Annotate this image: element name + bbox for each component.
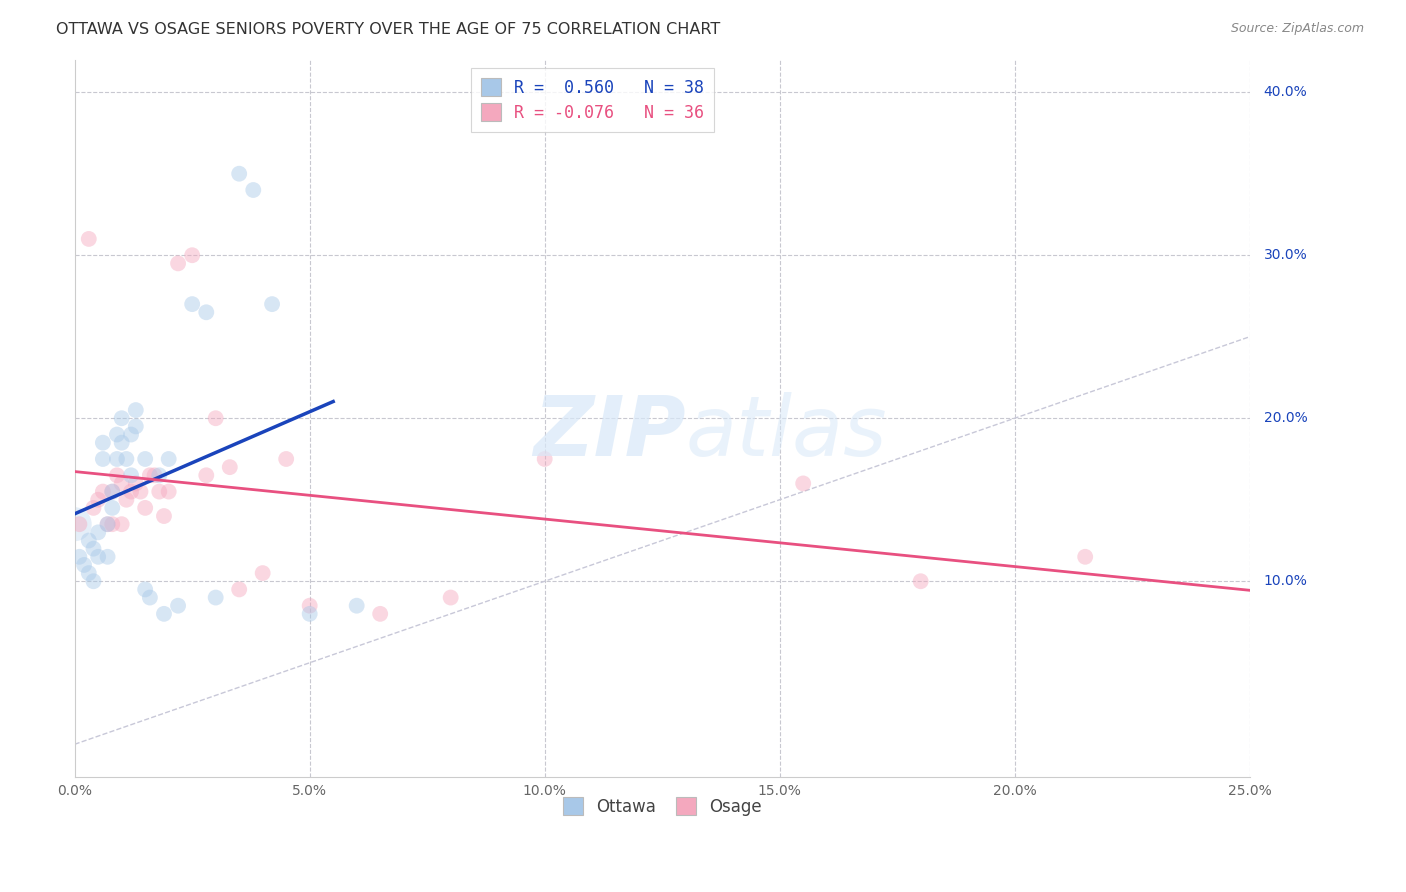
Point — [276, 452, 298, 467]
Point — [101, 500, 124, 515]
Point — [139, 468, 162, 483]
Point — [157, 452, 180, 467]
Point — [195, 305, 218, 319]
Point — [134, 500, 156, 515]
Text: Source: ZipAtlas.com: Source: ZipAtlas.com — [1230, 22, 1364, 36]
Point — [97, 549, 120, 564]
Point — [82, 500, 104, 515]
Point — [792, 476, 814, 491]
Point — [148, 484, 170, 499]
Point — [148, 468, 170, 483]
Point — [105, 452, 128, 467]
Point — [204, 591, 226, 605]
Point — [153, 509, 176, 524]
Point — [228, 582, 250, 597]
Point — [533, 452, 555, 467]
Point — [73, 558, 96, 572]
Point — [157, 484, 180, 499]
Point — [87, 549, 110, 564]
Point — [105, 468, 128, 483]
Point — [134, 582, 156, 597]
Point — [101, 484, 124, 499]
Point — [262, 297, 284, 311]
Point — [242, 183, 264, 197]
Point — [139, 591, 162, 605]
Point — [111, 435, 134, 450]
Point — [910, 574, 932, 589]
Point — [115, 492, 138, 507]
Point — [298, 599, 321, 613]
Point — [134, 452, 156, 467]
Point — [125, 419, 148, 434]
Point — [228, 167, 250, 181]
Point — [82, 574, 104, 589]
Point — [195, 468, 218, 483]
Point — [143, 468, 166, 483]
Point — [111, 476, 134, 491]
Point — [87, 492, 110, 507]
Point — [153, 607, 176, 621]
Point — [368, 607, 391, 621]
Point — [87, 525, 110, 540]
Point — [346, 599, 368, 613]
Point — [111, 411, 134, 425]
Point — [298, 607, 321, 621]
Point — [120, 468, 142, 483]
Text: 30.0%: 30.0% — [1264, 248, 1308, 262]
Point — [77, 533, 100, 548]
Point — [97, 517, 120, 532]
Point — [129, 484, 152, 499]
Point — [1074, 549, 1097, 564]
Point — [97, 517, 120, 532]
Point — [101, 484, 124, 499]
Text: atlas: atlas — [686, 392, 887, 473]
Point — [218, 460, 240, 475]
Point — [101, 517, 124, 532]
Point — [67, 517, 90, 532]
Point — [204, 411, 226, 425]
Point — [181, 248, 204, 262]
Point — [120, 427, 142, 442]
Point — [125, 403, 148, 417]
Point — [125, 476, 148, 491]
Point — [77, 566, 100, 580]
Point — [91, 452, 114, 467]
Point — [181, 297, 204, 311]
Point — [440, 591, 463, 605]
Text: OTTAWA VS OSAGE SENIORS POVERTY OVER THE AGE OF 75 CORRELATION CHART: OTTAWA VS OSAGE SENIORS POVERTY OVER THE… — [56, 22, 720, 37]
Legend: Ottawa, Osage: Ottawa, Osage — [553, 788, 772, 826]
Point — [82, 541, 104, 556]
Point — [67, 549, 90, 564]
Point — [105, 427, 128, 442]
Text: 10.0%: 10.0% — [1264, 574, 1308, 588]
Point — [63, 517, 86, 532]
Point — [77, 232, 100, 246]
Point — [91, 484, 114, 499]
Point — [252, 566, 274, 580]
Text: 40.0%: 40.0% — [1264, 86, 1308, 99]
Text: 20.0%: 20.0% — [1264, 411, 1308, 425]
Point — [115, 452, 138, 467]
Point — [91, 435, 114, 450]
Point — [167, 256, 190, 270]
Text: ZIP: ZIP — [533, 392, 686, 473]
Point — [167, 599, 190, 613]
Point — [120, 484, 142, 499]
Point — [111, 517, 134, 532]
